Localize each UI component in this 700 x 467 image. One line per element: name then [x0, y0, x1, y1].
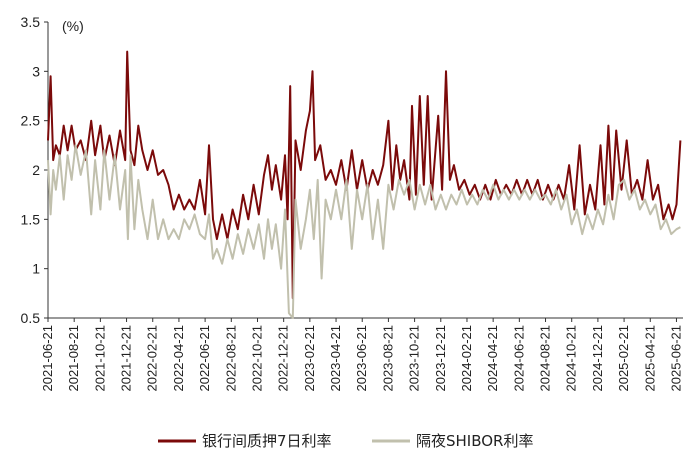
x-tick-label: 2023-06-21 — [354, 325, 369, 392]
x-tick-label: 2022-04-21 — [171, 325, 186, 392]
x-tick-label: 2022-08-21 — [223, 325, 238, 392]
x-tick-label: 2022-12-21 — [276, 325, 291, 392]
legend-label-pledge-7d: 银行间质押7日利率 — [202, 432, 332, 450]
series-line-1 — [47, 144, 681, 319]
x-tick-label: 2023-02-21 — [302, 325, 317, 392]
y-tick-label: 3 — [32, 63, 40, 79]
x-tick-label: 2022-10-21 — [249, 325, 264, 392]
unit-label: (%) — [62, 18, 84, 34]
y-tick-label: 0.5 — [21, 310, 41, 326]
x-tick-label: 2023-08-21 — [380, 325, 395, 392]
x-tick-label: 2024-02-21 — [459, 325, 474, 392]
y-tick-label: 2 — [32, 162, 40, 178]
x-tick-label: 2023-04-21 — [328, 325, 343, 392]
x-tick-label: 2023-12-21 — [433, 325, 448, 392]
x-tick-label: 2023-10-21 — [407, 325, 422, 392]
legend-label-shibor-on: 隔夜SHIBOR利率 — [416, 432, 533, 450]
series-layer — [47, 50, 682, 319]
y-tick-label: 3.5 — [21, 14, 41, 30]
y-tick-label: 1 — [32, 261, 40, 277]
x-tick-label: 2021-06-21 — [40, 325, 55, 392]
x-tick-label: 2025-02-21 — [616, 325, 631, 392]
x-axis: 2021-06-21 2021-08-21 2021-10-21 2021-12-21… — [40, 317, 683, 392]
x-tick-label: 2024-10-21 — [564, 325, 579, 392]
y-tick-label: 1.5 — [21, 211, 41, 227]
x-tick-label: 2021-08-21 — [66, 325, 81, 392]
x-tick-label: 2022-02-21 — [145, 325, 160, 392]
x-tick-label: 2024-06-21 — [511, 325, 526, 392]
x-tick-label: 2024-08-21 — [538, 325, 553, 392]
y-tick-label: 2.5 — [21, 113, 41, 129]
x-tick-label: 2021-10-21 — [92, 325, 107, 392]
x-tick-label: 2024-12-21 — [590, 325, 605, 392]
x-tick-label: 2025-04-21 — [642, 325, 657, 392]
series-line-0 — [47, 50, 682, 300]
x-tick-label: 2024-04-21 — [485, 325, 500, 392]
legend: 银行间质押7日利率 隔夜SHIBOR利率 — [158, 432, 533, 450]
x-tick-label: 2021-12-21 — [119, 325, 134, 392]
x-tick-label: 2022-06-21 — [197, 325, 212, 392]
x-tick-label: 2025-06-21 — [668, 325, 683, 392]
y-axis: 0.5 1 1.5 2 2.5 3 3.5 — [21, 14, 49, 326]
